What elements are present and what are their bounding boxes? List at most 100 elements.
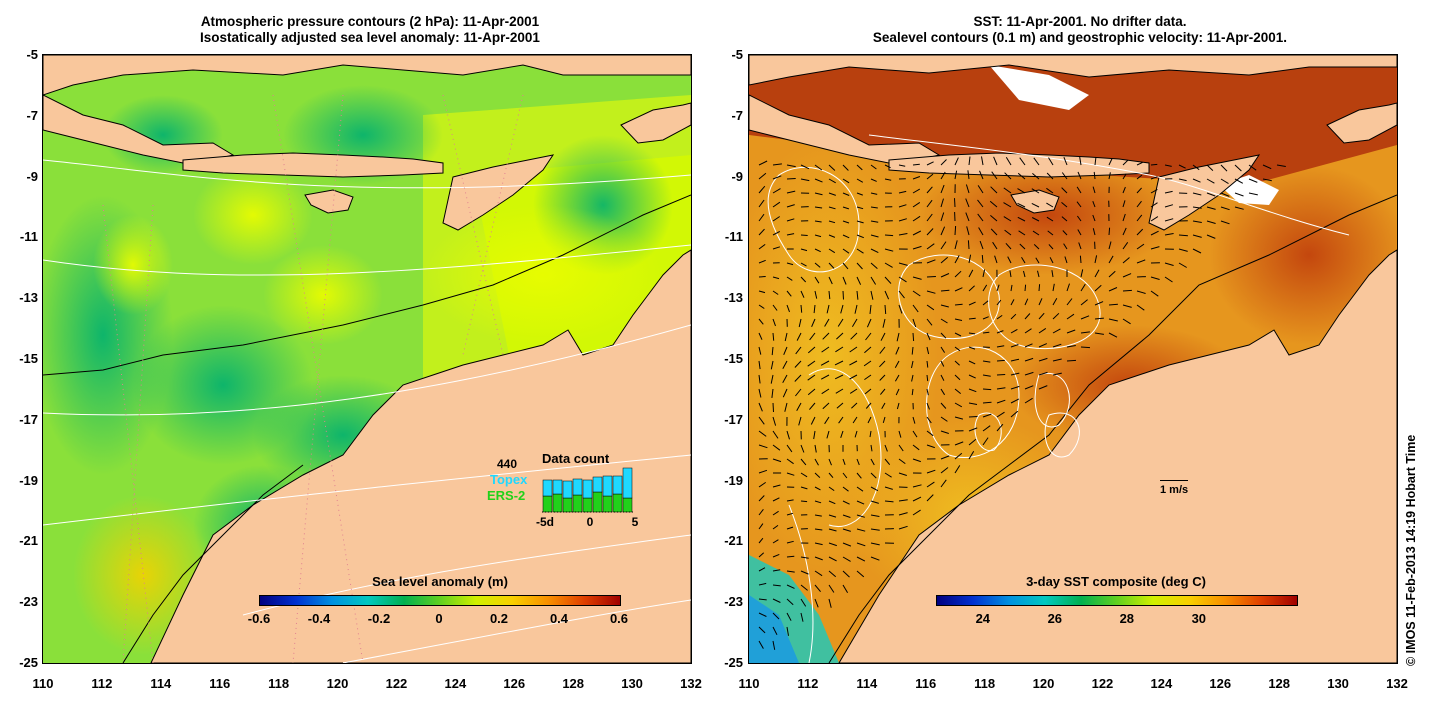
sla-colorbar-tick: -0.4 (307, 611, 331, 626)
velocity-vector (1164, 204, 1174, 208)
velocity-vector (898, 458, 906, 465)
velocity-vector (842, 164, 849, 171)
velocity-vector (824, 416, 830, 425)
velocity-vector (895, 388, 900, 396)
velocity-vector (795, 388, 802, 397)
velocity-vector (940, 479, 947, 488)
velocity-vector (826, 304, 830, 314)
velocity-vector (842, 458, 846, 465)
velocity-vector (822, 402, 830, 410)
velocity-vector (968, 427, 978, 432)
velocity-vector (800, 304, 803, 313)
velocity-vector (836, 332, 844, 340)
velocity-vector (926, 186, 933, 194)
velocity-vector (954, 388, 962, 394)
velocity-vector (940, 332, 947, 339)
velocity-vector (912, 230, 922, 236)
velocity-vector (1017, 202, 1026, 208)
velocity-vector (1052, 328, 1061, 334)
velocity-vector (1010, 284, 1013, 292)
velocity-vector (828, 528, 837, 532)
velocity-vector (870, 472, 877, 479)
velocity-vector (1019, 243, 1026, 250)
velocity-vector (758, 508, 764, 516)
velocity-vector (954, 441, 964, 446)
velocity-vector (1024, 357, 1034, 362)
velocity-vector (854, 304, 858, 314)
velocity-vector (783, 346, 788, 355)
velocity-vector (865, 402, 872, 409)
velocity-vector (996, 399, 1006, 404)
velocity-vector (968, 360, 976, 365)
velocity-vector (1164, 233, 1174, 236)
velocity-vector (842, 570, 850, 578)
velocity-vector (828, 206, 836, 210)
velocity-vector (814, 206, 823, 209)
velocity-vector (1192, 164, 1200, 171)
velocity-vector (981, 254, 984, 264)
velocity-vector (800, 458, 807, 466)
left-y-tick-label: -17 (19, 411, 38, 427)
velocity-vector (1004, 229, 1012, 236)
velocity-vector (758, 185, 766, 194)
velocity-vector (814, 514, 822, 517)
velocity-vector (1234, 206, 1244, 210)
velocity-vector (1150, 246, 1160, 250)
velocity-vector (1076, 215, 1082, 222)
velocity-vector (772, 430, 779, 439)
velocity-vector (1108, 332, 1118, 338)
left-x-tick-label: 110 (32, 676, 54, 691)
topex-bar (622, 467, 633, 499)
velocity-vector (954, 465, 961, 474)
velocity-vector (809, 402, 816, 410)
velocity-vector (1220, 178, 1229, 185)
velocity-vector (814, 598, 819, 608)
velocity-vector (800, 556, 809, 559)
right-x-tick-label: 122 (1091, 676, 1114, 691)
velocity-vector (968, 156, 971, 166)
velocity-vector (870, 528, 880, 531)
velocity-vector (982, 300, 989, 306)
velocity-vector (926, 416, 932, 424)
left-x-tick-label: 128 (562, 676, 585, 691)
velocity-vector (800, 262, 807, 267)
velocity-vector (996, 284, 1000, 292)
velocity-vector (884, 486, 893, 490)
velocity-vector (898, 525, 908, 530)
velocity-vector (856, 220, 864, 224)
velocity-vector (879, 360, 886, 368)
velocity-vector (926, 469, 936, 474)
velocity-vector (977, 185, 984, 194)
velocity-vector (786, 458, 794, 465)
right-x-tick-label: 130 (1327, 676, 1349, 691)
right-y-tick-label: -13 (724, 290, 743, 306)
velocity-vector (940, 241, 947, 250)
velocity-vector (814, 556, 823, 561)
velocity-vector (1064, 256, 1068, 264)
velocity-vector (911, 360, 914, 369)
velocity-vector (814, 458, 819, 466)
velocity-vector (800, 248, 808, 252)
velocity-vector (965, 184, 970, 194)
velocity-vector (1108, 318, 1118, 322)
velocity-vector (1220, 164, 1228, 172)
velocity-vector (898, 276, 907, 283)
velocity-vector (954, 303, 963, 306)
velocity-vector (782, 374, 788, 384)
velocity-vector (979, 240, 984, 250)
velocity-vector (838, 416, 844, 424)
sla-colorbar-tick: 0.6 (609, 611, 629, 626)
velocity-vector (1108, 287, 1118, 292)
velocity-vector (1136, 259, 1146, 264)
velocity-vector (1038, 385, 1048, 390)
velocity-vector (828, 248, 836, 254)
velocity-vector (926, 444, 935, 449)
velocity-vector (869, 430, 872, 438)
velocity-vector (758, 374, 761, 384)
velocity-vector (1079, 255, 1082, 264)
velocity-vector (1063, 157, 1068, 166)
velocity-vector (1206, 178, 1215, 184)
velocity-vector (898, 233, 908, 236)
velocity-vector (870, 486, 879, 492)
velocity-vector (912, 458, 921, 463)
